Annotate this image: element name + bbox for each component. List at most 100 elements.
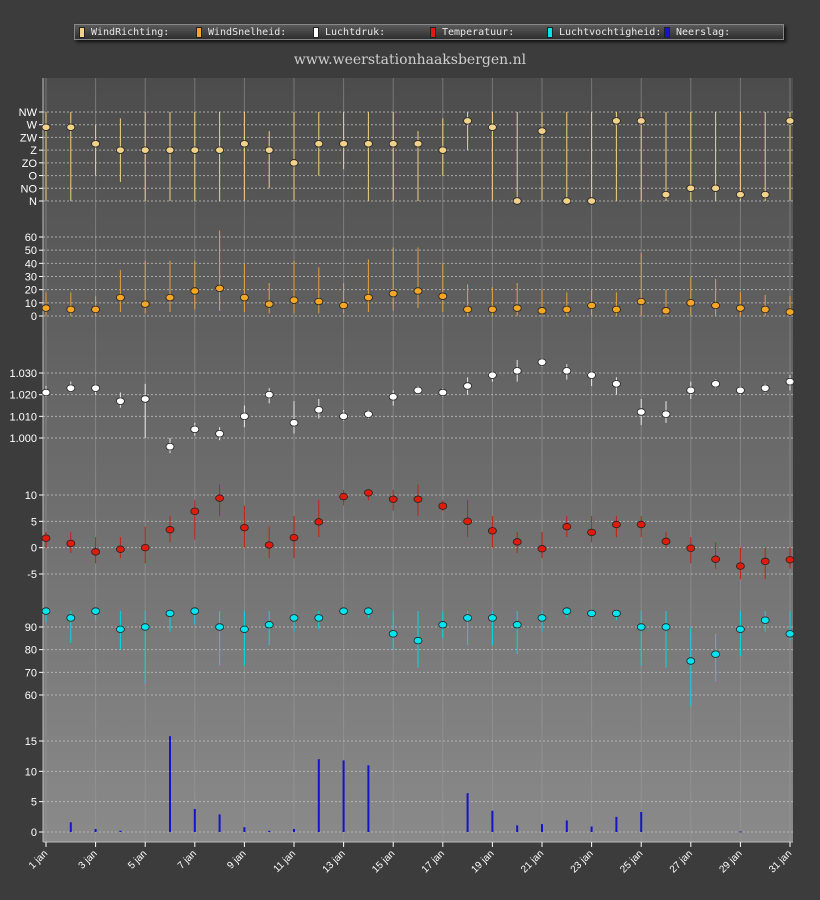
neerslag-bar <box>268 830 271 832</box>
data-point <box>537 545 547 553</box>
data-point <box>165 146 175 154</box>
data-point <box>711 184 720 192</box>
data-point <box>562 607 572 615</box>
y-tick-label: 10 <box>25 298 37 310</box>
data-point <box>264 300 274 308</box>
data-point <box>587 609 596 618</box>
data-point <box>190 287 200 295</box>
data-point <box>736 386 745 395</box>
data-point <box>388 630 398 638</box>
data-point <box>264 621 274 629</box>
x-tick-label: 3 jan <box>77 848 100 871</box>
neerslag-bar <box>640 811 643 832</box>
neerslag-bar <box>119 830 122 832</box>
data-point <box>562 197 572 205</box>
data-point <box>760 616 770 624</box>
data-point <box>711 380 720 388</box>
x-tick-label: 25 jan <box>618 848 645 875</box>
data-point <box>512 304 522 312</box>
data-point <box>363 489 373 497</box>
neerslag-bar <box>169 736 171 832</box>
data-point <box>438 621 448 629</box>
data-point <box>239 523 249 532</box>
data-point <box>686 544 696 552</box>
data-point <box>463 305 473 314</box>
data-point <box>289 296 299 304</box>
legend-swatch <box>79 26 85 38</box>
y-tick-label: 30 <box>25 272 37 284</box>
neerslag-bar <box>69 822 72 832</box>
data-point <box>239 140 249 148</box>
data-point <box>363 410 373 418</box>
y-tick-label: 0 <box>31 827 37 839</box>
legend-swatch <box>664 26 670 38</box>
site-label: www.weerstationhaaksbergen.nl <box>293 52 527 68</box>
data-point <box>91 384 100 392</box>
y-tick-label: 1.000 <box>9 433 37 445</box>
data-point <box>41 388 51 397</box>
y-tick-label: 10 <box>25 766 37 778</box>
data-point <box>438 292 448 300</box>
data-point <box>66 305 76 314</box>
x-tick-label: 15 jan <box>370 848 397 875</box>
x-axis: 1 jan 3 jan 5 jan 7 jan 9 jan 11 jan 13 jan 15 … <box>27 841 794 875</box>
data-point <box>140 623 150 631</box>
neerslag-bar <box>218 814 221 832</box>
data-point <box>760 557 770 566</box>
x-tick-label: 17 jan <box>420 848 447 875</box>
data-point <box>41 534 51 542</box>
data-point <box>363 293 373 302</box>
data-point <box>239 412 249 421</box>
data-point <box>612 520 621 529</box>
data-point <box>463 517 473 526</box>
data-point <box>711 555 720 563</box>
data-point <box>537 358 547 366</box>
y-tick-label: ZO <box>22 158 38 170</box>
data-point <box>661 190 671 199</box>
data-point <box>289 614 299 622</box>
data-point <box>388 495 398 503</box>
data-point <box>537 127 547 135</box>
data-point <box>190 425 200 434</box>
data-point <box>140 395 150 403</box>
data-point <box>413 140 423 148</box>
legend-item-temperatuur: Temperatuur: <box>430 26 547 38</box>
data-point <box>66 123 76 131</box>
data-point <box>785 308 795 316</box>
data-point <box>487 371 497 379</box>
legend-label: WindSnelheid: <box>208 26 287 38</box>
neerslag-bar <box>317 759 320 832</box>
data-point <box>140 300 150 308</box>
band-luchtvochtigheid: 60 70 80 90 <box>25 607 795 707</box>
data-point <box>140 543 150 552</box>
x-tick-label: 19 jan <box>469 848 496 875</box>
legend-item-luchtvochtigheid: Luchtvochtigheid: <box>547 26 664 38</box>
y-tick-label: 5 <box>31 516 37 528</box>
data-point <box>165 609 175 618</box>
data-point <box>413 495 423 503</box>
data-point <box>463 614 473 622</box>
data-point <box>339 140 349 148</box>
data-point <box>760 190 770 199</box>
data-point <box>363 607 373 615</box>
data-point <box>512 621 522 629</box>
y-tick-label: W <box>27 120 38 132</box>
x-tick-label: 23 jan <box>569 848 596 875</box>
data-point <box>785 377 795 386</box>
neerslag-bar <box>615 816 618 832</box>
y-tick-label: 1.010 <box>9 411 37 423</box>
data-point <box>785 556 795 564</box>
data-point <box>562 522 572 531</box>
data-point <box>760 305 770 314</box>
y-tick-label: O <box>28 171 37 183</box>
neerslag-bar <box>243 827 246 832</box>
band-neerslag: 0 5 10 15 <box>25 736 793 839</box>
data-point <box>116 625 125 633</box>
data-point <box>339 412 349 421</box>
data-point <box>116 146 125 154</box>
neerslag-bar <box>342 760 345 832</box>
data-point <box>736 304 745 312</box>
neerslag-bar <box>293 828 295 832</box>
